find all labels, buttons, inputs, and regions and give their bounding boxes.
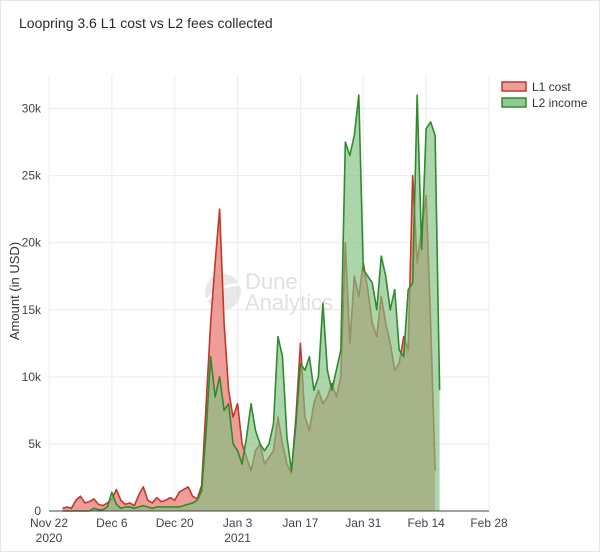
y-tick-label: 15k: [22, 303, 42, 317]
y-tick-label: 20k: [22, 236, 42, 250]
legend-swatch: [501, 81, 527, 92]
watermark: Dune Analytics: [205, 269, 333, 315]
y-tick-label: 25k: [22, 169, 42, 183]
legend-swatch: [501, 97, 527, 108]
x-tick-label: Jan 17: [282, 516, 318, 530]
x-tick-sublabel: 2021: [224, 531, 251, 545]
series-area-l2-income: [62, 95, 440, 512]
y-tick-label: 0: [34, 504, 41, 518]
legend-item-l1-cost[interactable]: L1 cost: [501, 80, 571, 94]
y-tick-label: 10k: [22, 370, 42, 384]
watermark-text-2: Analytics: [245, 290, 333, 315]
chart-title: Loopring 3.6 L1 cost vs L2 fees collecte…: [19, 15, 273, 31]
series-line-l2-income: [62, 94, 441, 512]
x-tick-label: Nov 22: [30, 516, 68, 530]
legend-item-l2-income[interactable]: L2 income: [501, 96, 588, 110]
x-tick-sublabel: 2020: [36, 531, 63, 545]
x-tick-label: Dec 6: [96, 516, 128, 530]
legend-label: L2 income: [532, 96, 588, 110]
y-axis-label: Amount (in USD): [7, 242, 22, 340]
x-tick-label: Feb 28: [470, 516, 508, 530]
x-tick-label: Feb 14: [407, 516, 445, 530]
watermark-text-1: Dune: [245, 269, 298, 294]
x-tick-label: Dec 20: [156, 516, 194, 530]
series-layer: [62, 94, 441, 512]
legend[interactable]: L1 cost L2 income: [501, 80, 588, 110]
y-tick-label: 30k: [22, 102, 42, 116]
x-tick-label: Jan 3: [223, 516, 253, 530]
x-tick-label: Jan 31: [345, 516, 381, 530]
legend-label: L1 cost: [532, 80, 571, 94]
y-tick-label: 5k: [28, 437, 42, 451]
